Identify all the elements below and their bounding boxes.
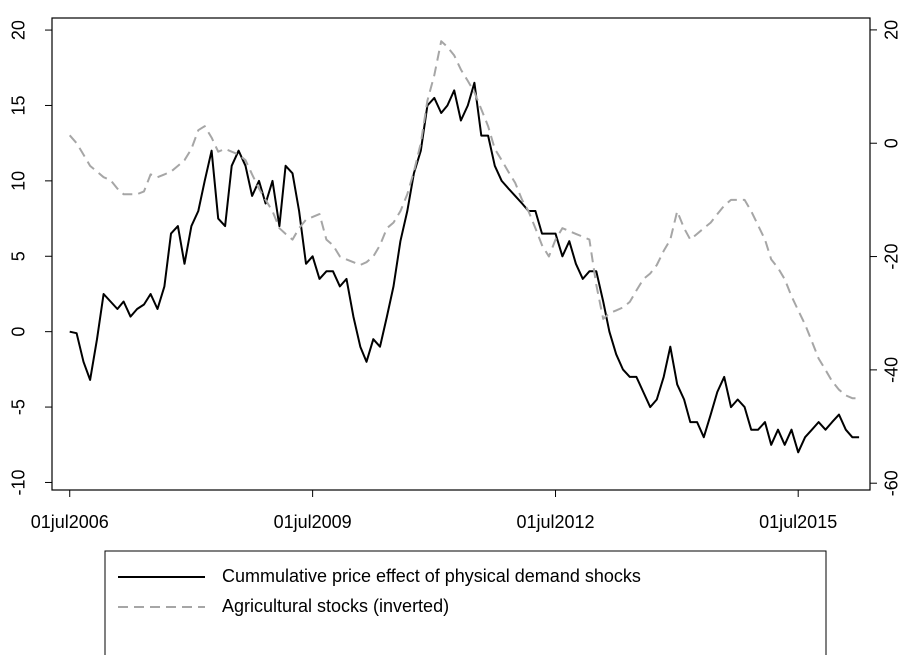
- x-tick-label: 01jul2015: [759, 512, 837, 532]
- x-tick-label: 01jul2012: [516, 512, 594, 532]
- y2-tick-label: 0: [882, 138, 902, 148]
- y-tick-label: 20: [9, 20, 29, 40]
- series-line: [68, 40, 860, 400]
- y-tick-label: -10: [9, 469, 29, 495]
- y2-tick-label: -60: [882, 470, 902, 496]
- y-tick-label: 15: [9, 95, 29, 115]
- legend-label: Cummulative price effect of physical dem…: [222, 566, 641, 586]
- y-tick-label: 0: [9, 327, 29, 337]
- plot-frame: [51, 17, 871, 491]
- y2-tick-label: -20: [882, 244, 902, 270]
- x-tick-label: 01jul2009: [274, 512, 352, 532]
- y2-tick-label: -40: [882, 357, 902, 383]
- series-line: [69, 81, 860, 454]
- y-tick-label: 5: [9, 251, 29, 261]
- legend-box: [104, 550, 827, 655]
- legend-label: Agricultural stocks (inverted): [222, 596, 449, 616]
- y2-tick-label: 20: [882, 20, 902, 40]
- x-tick-label: 01jul2006: [31, 512, 109, 532]
- y-tick-label: 10: [9, 171, 29, 191]
- y-tick-label: -5: [9, 399, 29, 415]
